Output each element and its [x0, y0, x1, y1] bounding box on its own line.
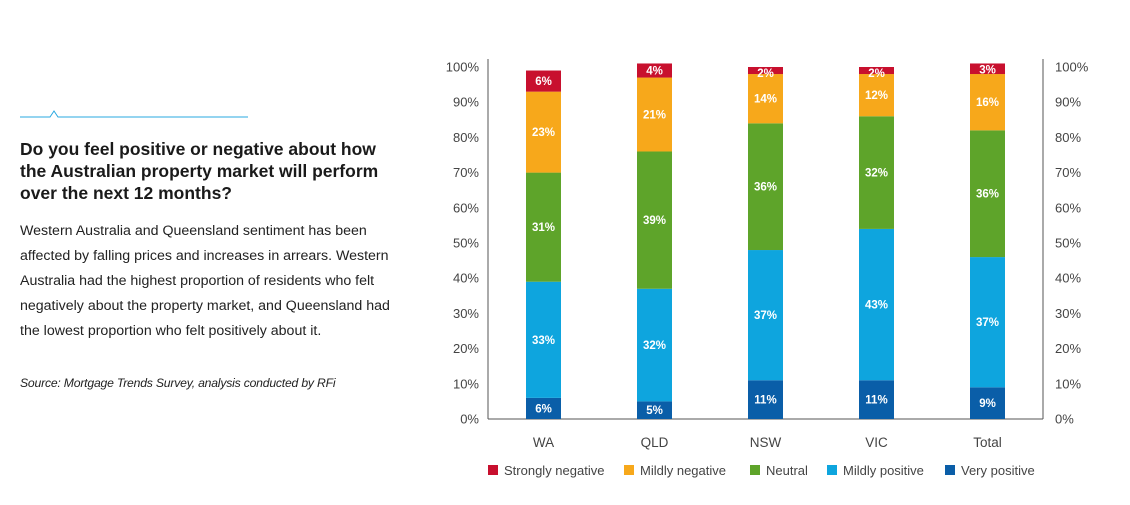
legend-label: Neutral: [766, 463, 808, 478]
data-label: 32%: [865, 168, 888, 180]
x-category-label: VIC: [865, 435, 888, 450]
bar-segment-neutral: [970, 130, 1005, 258]
bar-segment-mildly-positive: [526, 281, 561, 398]
bar-segment-very-positive: [748, 380, 783, 419]
bar-segment-mildly-positive: [859, 228, 894, 381]
bar-segment-mildly-positive: [970, 257, 1005, 388]
callout-line: [20, 110, 248, 118]
y-tick-label-left: 20%: [453, 341, 479, 356]
y-tick-label-left: 0%: [460, 412, 479, 427]
y-tick-label-right: 60%: [1055, 200, 1081, 215]
x-category-label: WA: [533, 435, 554, 450]
bar-segment-mildly-negative: [748, 74, 783, 124]
y-tick-label-left: 80%: [453, 130, 479, 145]
bar-segment-neutral: [859, 116, 894, 229]
legend-swatch: [750, 465, 760, 475]
bar-segment-very-positive: [859, 380, 894, 419]
y-tick-label-left: 90%: [453, 95, 479, 110]
bar-segment-mildly-negative: [526, 91, 561, 173]
bar-segment-neutral: [748, 123, 783, 251]
y-tick-label-right: 0%: [1055, 412, 1074, 427]
bar-segment-strongly-negative: [748, 67, 783, 75]
y-tick-label-left: 10%: [453, 376, 479, 391]
bar-segment-strongly-negative: [526, 70, 561, 92]
data-label: 6%: [535, 403, 552, 415]
bar-segment-strongly-negative: [859, 67, 894, 75]
y-tick-label-right: 100%: [1055, 60, 1089, 75]
bar-segment-mildly-positive: [637, 288, 672, 402]
callout-pointer: [20, 110, 248, 118]
bar-segment-very-positive: [970, 387, 1005, 419]
data-label: 37%: [754, 310, 777, 322]
x-category-label: NSW: [750, 435, 782, 450]
data-label: 5%: [646, 405, 663, 417]
data-label: 36%: [754, 182, 777, 194]
legend-swatch: [945, 465, 955, 475]
bar-segment-very-positive: [526, 397, 561, 419]
data-label: 11%: [865, 395, 887, 407]
bar-segment-neutral: [637, 151, 672, 289]
legend-label: Mildly positive: [843, 463, 924, 478]
y-tick-label-right: 90%: [1055, 95, 1081, 110]
legend-label: Strongly negative: [504, 463, 604, 478]
legend-label: Very positive: [961, 463, 1035, 478]
y-tick-label-left: 30%: [453, 306, 479, 321]
data-label: 16%: [976, 97, 999, 109]
bar-segment-neutral: [526, 172, 561, 282]
y-tick-label-left: 100%: [446, 60, 480, 75]
data-label: 37%: [976, 317, 999, 329]
data-label: 3%: [979, 64, 996, 76]
legend-swatch: [624, 465, 634, 475]
data-label: 23%: [532, 127, 555, 139]
data-label: 9%: [979, 398, 996, 410]
data-label: 43%: [865, 300, 888, 312]
data-label: 11%: [754, 395, 776, 407]
bar-segment-mildly-negative: [859, 74, 894, 117]
data-label: 33%: [532, 335, 555, 347]
data-label: 36%: [976, 189, 999, 201]
question-heading: Do you feel positive or negative about h…: [20, 139, 379, 203]
source-note: Source: Mortgage Trends Survey, analysis…: [20, 376, 336, 390]
x-category-label: QLD: [641, 435, 669, 450]
bar-segment-mildly-positive: [748, 250, 783, 381]
bar-segment-mildly-negative: [637, 77, 672, 152]
y-tick-label-left: 40%: [453, 271, 479, 286]
data-label: 32%: [643, 340, 666, 352]
y-tick-label-right: 30%: [1055, 306, 1081, 321]
y-tick-label-right: 40%: [1055, 271, 1081, 286]
data-label: 6%: [535, 76, 552, 88]
y-tick-label-right: 10%: [1055, 376, 1081, 391]
body-paragraph: Western Australia and Queensland sentime…: [20, 223, 390, 339]
legend-label: Mildly negative: [640, 463, 726, 478]
y-tick-label-left: 70%: [453, 165, 479, 180]
bar-segment-mildly-negative: [970, 74, 1005, 131]
y-tick-label-left: 60%: [453, 200, 479, 215]
legend-swatch: [827, 465, 837, 475]
data-label: 14%: [754, 94, 777, 106]
data-label: 21%: [643, 110, 666, 122]
data-label: 39%: [643, 215, 666, 227]
y-tick-label-right: 20%: [1055, 341, 1081, 356]
y-tick-label-left: 50%: [453, 236, 479, 251]
y-tick-label-right: 70%: [1055, 165, 1081, 180]
data-label: 4%: [646, 66, 663, 78]
bar-segment-very-positive: [637, 401, 672, 419]
data-label: 12%: [865, 90, 888, 102]
x-category-label: Total: [973, 435, 1002, 450]
data-label: 31%: [532, 222, 555, 234]
data-label: 2%: [757, 68, 774, 80]
data-label: 2%: [868, 68, 885, 80]
bar-segment-strongly-negative: [970, 63, 1005, 75]
y-tick-label-right: 80%: [1055, 130, 1081, 145]
legend-swatch: [488, 465, 498, 475]
y-tick-label-right: 50%: [1055, 236, 1081, 251]
bar-segment-strongly-negative: [637, 63, 672, 78]
